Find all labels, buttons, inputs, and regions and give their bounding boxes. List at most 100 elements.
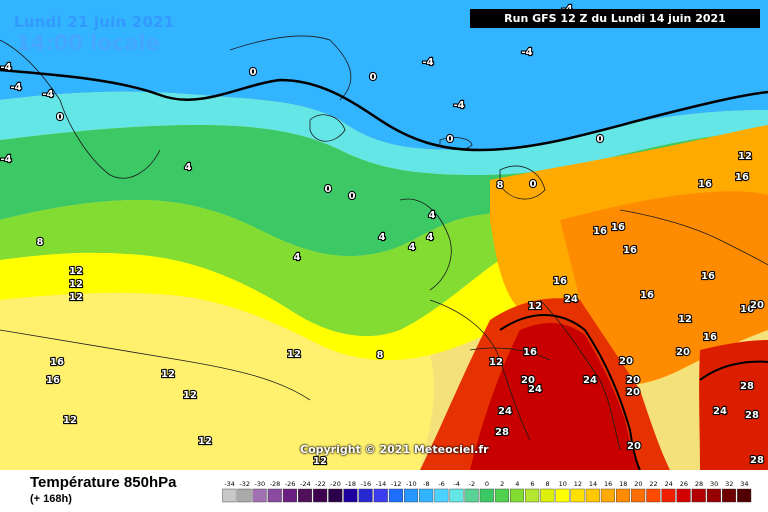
scale-tick-label: 24 xyxy=(665,480,673,488)
scale-tick-label: -2 xyxy=(469,480,475,488)
isotherm-value-label: 20 xyxy=(619,356,633,367)
isotherm-value-label: 20 xyxy=(676,347,690,358)
band-mild-southwest xyxy=(0,292,435,470)
isotherm-value-label: -4 xyxy=(10,82,21,93)
scale-tick-label: -10 xyxy=(406,480,417,488)
isotherm-value-label: 4 xyxy=(185,162,192,173)
band-cool-green xyxy=(0,125,768,257)
isotherm-value-label: 28 xyxy=(745,410,759,421)
isotherm-value-label: 16 xyxy=(740,304,754,315)
scale-tick-label: 30 xyxy=(710,480,718,488)
scale-swatch xyxy=(222,488,237,503)
scale-tick-label: -4 xyxy=(453,480,459,488)
isotherm-value-label: 16 xyxy=(523,347,537,358)
scale-tick-label: 16 xyxy=(604,480,612,488)
scale-swatch xyxy=(525,488,540,503)
scale-swatch xyxy=(510,488,525,503)
scale-tick-label: -24 xyxy=(300,480,311,488)
isotherm-value-label: 12 xyxy=(69,279,83,290)
isotherm-value-label: 12 xyxy=(738,151,752,162)
isotherm-value-label: 12 xyxy=(489,357,503,368)
isotherm-value-label: 16 xyxy=(701,271,715,282)
scale-tick-label: 6 xyxy=(530,480,534,488)
scale-tick-label: 2 xyxy=(500,480,504,488)
scale-tick-label: -34 xyxy=(224,480,235,488)
scale-swatch xyxy=(434,488,449,503)
isotherm-value-label: 8 xyxy=(377,350,384,361)
scale-tick-label: 4 xyxy=(515,480,519,488)
scale-tick-label: 32 xyxy=(725,480,733,488)
forecast-step: (+ 168h) xyxy=(30,493,72,505)
isotherm-value-label: 4 xyxy=(294,252,301,263)
scale-swatch xyxy=(646,488,661,503)
scale-swatch xyxy=(298,488,313,503)
isotherm-value-label: 4 xyxy=(379,232,386,243)
scale-swatch xyxy=(449,488,464,503)
isotherm-value-label: 0 xyxy=(250,67,257,78)
scale-swatch xyxy=(494,488,509,503)
scale-tick-label: 14 xyxy=(589,480,597,488)
zero-isotherm xyxy=(0,68,768,152)
scale-swatch xyxy=(282,488,297,503)
isotherm-value-label: 20 xyxy=(626,375,640,386)
scale-tick-label: 12 xyxy=(574,480,582,488)
isotherm-value-label: -4 xyxy=(0,154,11,165)
isotherm-value-label: 28 xyxy=(750,455,764,466)
isotherm-value-label: 12 xyxy=(69,266,83,277)
band-dark-red xyxy=(470,323,640,470)
isotherm-value-label: 16 xyxy=(50,357,64,368)
isotherm-labels: -4-4-4-4-4-4-4-4000000004444448881212121… xyxy=(0,3,765,468)
model-run-banner: Run GFS 12 Z du Lundi 14 juin 2021 xyxy=(470,9,760,28)
isotherm-value-label: 16 xyxy=(611,222,625,233)
scale-swatch xyxy=(237,488,252,503)
scale-swatch xyxy=(540,488,555,503)
isotherm-value-label: 24 xyxy=(498,406,512,417)
coastlines xyxy=(0,35,768,451)
isotherm-value-label: 20 xyxy=(750,300,764,311)
isotherm-value-label: 0 xyxy=(530,179,537,190)
isotherm-value-label: -4 xyxy=(42,89,53,100)
isotherm-value-label: 12 xyxy=(198,436,212,447)
scale-swatch xyxy=(388,488,403,503)
isotherm-value-label: 16 xyxy=(698,179,712,190)
scale-swatch xyxy=(706,488,721,503)
scale-swatch xyxy=(252,488,267,503)
scale-tick-label: -6 xyxy=(438,480,444,488)
scale-swatch xyxy=(267,488,282,503)
scale-tick-label: 18 xyxy=(619,480,627,488)
isotherm-value-label: 16 xyxy=(703,332,717,343)
scale-swatch xyxy=(464,488,479,503)
isotherm-value-label: 12 xyxy=(69,292,83,303)
isotherm-value-label: 24 xyxy=(713,406,727,417)
band-orange-deep xyxy=(560,191,768,386)
isotherm-value-label: 4 xyxy=(429,210,436,221)
isotherm-value-label: 0 xyxy=(57,112,64,123)
scale-swatch xyxy=(404,488,419,503)
isotherm-value-label: 0 xyxy=(349,191,356,202)
color-scale: -34 -32 -30 -28 -26 -24 -22 -20 -18 -16 -14 -12 -10-… xyxy=(222,480,752,503)
isotherm-value-label: 16 xyxy=(593,226,607,237)
band-cold-north xyxy=(0,0,768,150)
scale-swatch xyxy=(358,488,373,503)
scale-tick-label: 0 xyxy=(485,480,489,488)
isotherm-value-label: 20 xyxy=(521,375,535,386)
scale-swatch xyxy=(600,488,615,503)
isotherm-value-label: 16 xyxy=(46,375,60,386)
scale-swatch xyxy=(585,488,600,503)
scale-tick-label: -26 xyxy=(285,480,296,488)
isotherm-value-label: 8 xyxy=(497,180,504,191)
scale-swatch xyxy=(676,488,691,503)
isotherm-value-label: 20 xyxy=(626,387,640,398)
temperature-map: -4-4-4-4-4-4-4-4000000004444448881212121… xyxy=(0,0,768,470)
scale-tick-label: 22 xyxy=(649,480,657,488)
isotherm-value-label: 16 xyxy=(735,172,749,183)
isotherm-value-label: -4 xyxy=(422,57,433,68)
isotherm-value-label: 8 xyxy=(37,237,44,248)
isotherm-value-label: -4 xyxy=(521,47,532,58)
isotherm-value-label: 4 xyxy=(427,232,434,243)
isotherm-value-label: 0 xyxy=(325,184,332,195)
scale-swatch xyxy=(328,488,343,503)
isotherm-value-label: 12 xyxy=(161,369,175,380)
scale-swatch xyxy=(616,488,631,503)
